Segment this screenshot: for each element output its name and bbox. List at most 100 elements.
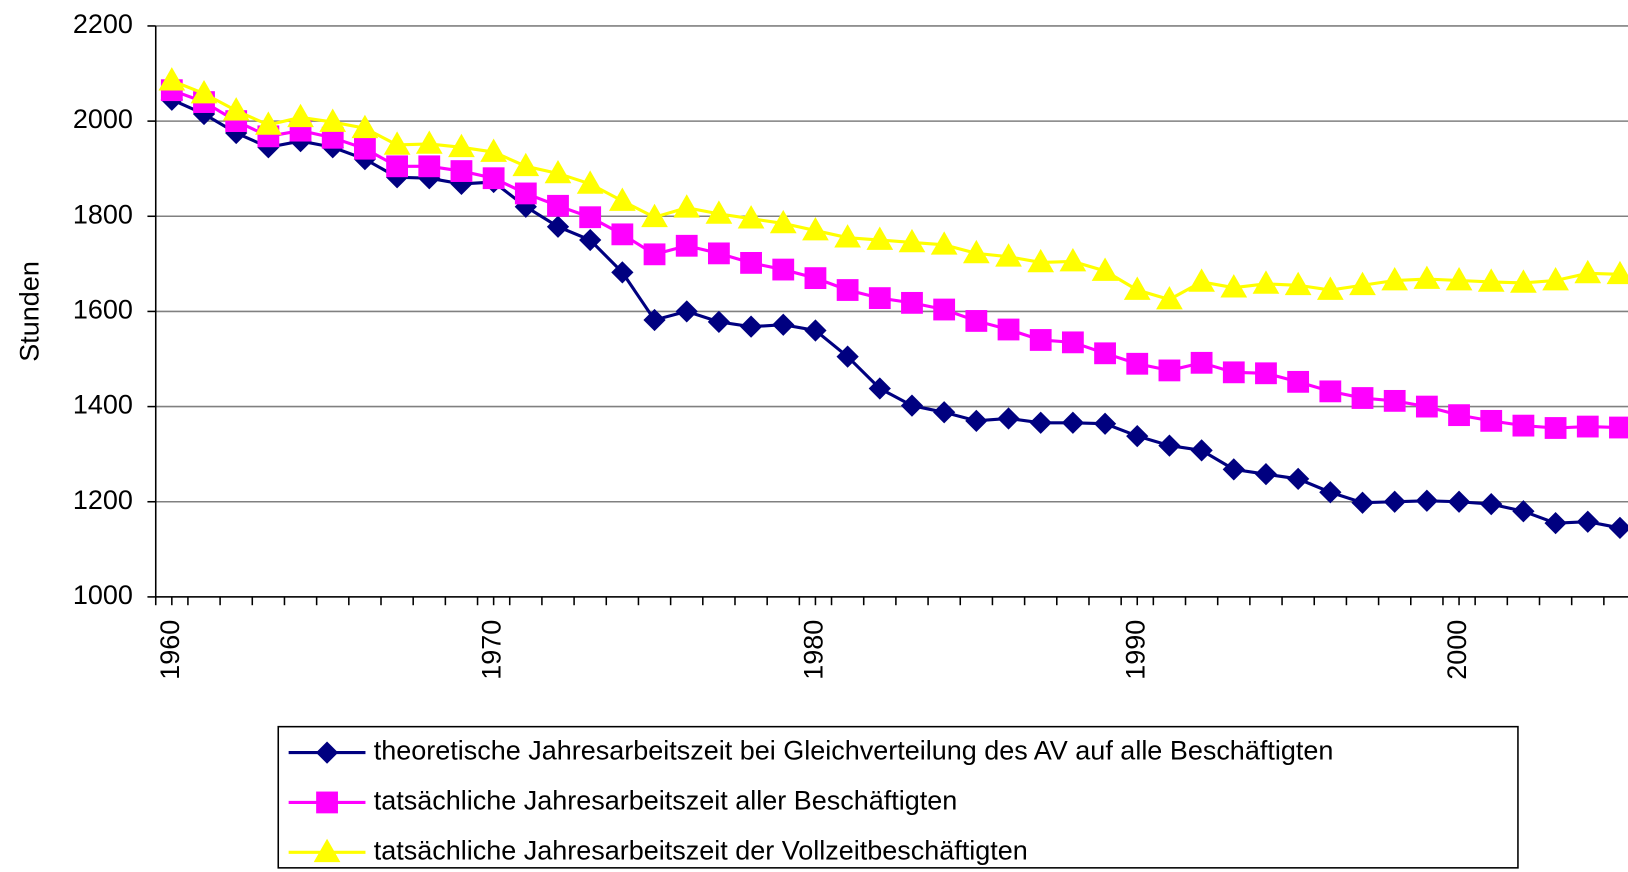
data-point bbox=[579, 206, 602, 229]
data-point bbox=[611, 261, 634, 284]
legend-label: tatsächliche Jahresarbeitszeit aller Bes… bbox=[374, 786, 958, 816]
data-point bbox=[1029, 329, 1052, 351]
legend-label: theoretische Jahresarbeitszeit bei Gleic… bbox=[374, 736, 1334, 766]
data-point bbox=[1381, 266, 1409, 291]
data-point bbox=[675, 300, 698, 323]
legend-marker bbox=[313, 838, 341, 863]
data-point bbox=[546, 215, 570, 238]
x-tick-label: 1960 bbox=[155, 620, 185, 680]
data-point bbox=[1222, 361, 1245, 384]
data-point bbox=[1512, 500, 1535, 523]
data-point bbox=[611, 223, 634, 246]
data-point bbox=[1252, 270, 1280, 294]
data-point bbox=[705, 200, 733, 224]
series-line bbox=[171, 98, 1621, 530]
data-point bbox=[1093, 412, 1117, 435]
legend-marker bbox=[316, 791, 338, 814]
x-tick-label: 2000 bbox=[1442, 620, 1472, 680]
data-point bbox=[1477, 268, 1505, 292]
data-point bbox=[579, 228, 602, 252]
data-point bbox=[1254, 463, 1278, 486]
data-point bbox=[804, 267, 827, 290]
data-point bbox=[1123, 276, 1151, 300]
legend-marker bbox=[315, 741, 339, 764]
data-point bbox=[319, 108, 347, 132]
data-point bbox=[1447, 490, 1471, 513]
data-point bbox=[158, 67, 186, 91]
data-point bbox=[769, 209, 797, 234]
data-point bbox=[255, 111, 282, 135]
data-point bbox=[190, 80, 218, 104]
data-point bbox=[1027, 248, 1055, 273]
data-point bbox=[450, 160, 473, 182]
data-point bbox=[1512, 414, 1535, 437]
data-point bbox=[997, 407, 1020, 430]
data-point bbox=[1415, 395, 1438, 418]
data-point bbox=[1190, 351, 1213, 374]
data-point bbox=[962, 239, 990, 264]
data-point bbox=[544, 159, 572, 184]
data-point bbox=[1544, 512, 1567, 535]
data-point bbox=[707, 310, 731, 334]
data-point bbox=[1287, 467, 1310, 491]
data-point bbox=[900, 394, 924, 417]
data-point bbox=[930, 231, 958, 255]
data-point bbox=[1061, 331, 1084, 354]
data-point bbox=[1574, 259, 1602, 284]
data-point bbox=[1156, 286, 1183, 310]
data-point bbox=[609, 187, 636, 211]
data-point bbox=[1448, 404, 1470, 427]
data-point bbox=[866, 226, 894, 250]
data-point bbox=[868, 287, 891, 310]
data-point bbox=[737, 205, 765, 229]
data-point bbox=[1284, 271, 1312, 296]
data-point bbox=[1158, 434, 1181, 457]
data-point bbox=[1606, 260, 1628, 285]
legend-box bbox=[277, 725, 1519, 869]
data-point bbox=[641, 203, 668, 228]
data-point bbox=[1190, 439, 1213, 462]
legend-label: tatsächliche Jahresarbeitszeit der Vollz… bbox=[374, 835, 1028, 865]
data-point bbox=[965, 409, 988, 432]
data-point bbox=[448, 133, 475, 158]
data-point bbox=[386, 155, 408, 178]
data-point bbox=[383, 131, 411, 155]
data-point bbox=[1316, 276, 1344, 300]
data-point bbox=[1255, 362, 1277, 385]
data-point bbox=[1542, 266, 1569, 291]
data-point bbox=[836, 345, 859, 368]
data-point bbox=[418, 155, 441, 178]
y-axis-label: Stunden bbox=[14, 261, 44, 362]
data-point bbox=[995, 243, 1022, 267]
data-point bbox=[1158, 359, 1181, 382]
data-point bbox=[1091, 257, 1119, 281]
data-point bbox=[1029, 411, 1052, 434]
data-point bbox=[1576, 510, 1599, 533]
data-point bbox=[415, 130, 443, 154]
data-point bbox=[804, 319, 827, 342]
data-point bbox=[898, 228, 926, 253]
data-point bbox=[1188, 268, 1215, 292]
data-point bbox=[1319, 380, 1342, 403]
data-point bbox=[965, 310, 988, 332]
data-point bbox=[997, 318, 1020, 341]
x-tick-label: 1970 bbox=[477, 620, 507, 680]
data-point bbox=[1351, 387, 1374, 409]
y-tick-label: 1800 bbox=[73, 199, 133, 229]
y-tick-label: 1000 bbox=[73, 580, 133, 610]
y-tick-label: 1400 bbox=[73, 390, 133, 420]
data-point bbox=[222, 97, 250, 121]
data-point bbox=[512, 152, 540, 177]
data-point bbox=[1061, 411, 1085, 434]
data-point bbox=[707, 242, 730, 265]
data-point bbox=[933, 401, 956, 424]
data-point bbox=[675, 234, 698, 257]
y-tick-label: 1600 bbox=[73, 295, 133, 325]
data-point bbox=[868, 377, 891, 400]
data-point bbox=[1415, 489, 1438, 512]
data-point bbox=[1059, 247, 1087, 272]
data-point bbox=[1220, 274, 1248, 298]
plot-area bbox=[158, 67, 1628, 540]
